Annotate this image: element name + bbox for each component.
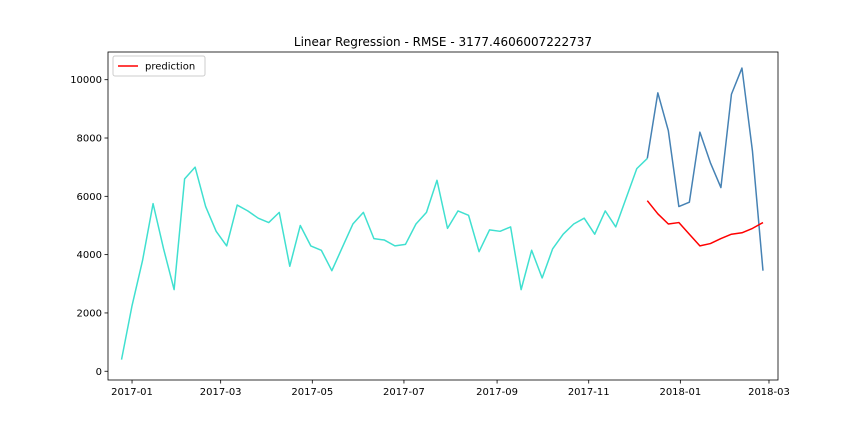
y-axis: 0 2000 4000 6000 8000 10000	[70, 75, 108, 378]
series-layer	[120, 67, 764, 360]
y-tick-label: 8000	[77, 134, 102, 145]
series-line-prediction	[646, 200, 764, 247]
x-tick-label: 2017-01	[111, 387, 153, 398]
x-tick-label: 2017-03	[200, 387, 242, 398]
x-tick-label: 2017-09	[476, 387, 518, 398]
x-axis: 2017-01 2017-03 2017-05 2017-07 2017-09 2017-…	[111, 380, 790, 398]
legend-box	[112, 55, 206, 77]
chart-title: Linear Regression - RMSE - 3177.46060072…	[294, 35, 592, 49]
x-tick-label: 2017-11	[568, 387, 610, 398]
plot-frame	[107, 51, 779, 381]
y-tick-label: 2000	[77, 308, 102, 319]
series-line-2	[646, 67, 764, 271]
y-tick-label: 6000	[77, 192, 102, 203]
x-tick-label: 2018-03	[748, 387, 790, 398]
x-tick-label: 2017-07	[383, 387, 425, 398]
y-tick-label: 10000	[70, 75, 102, 86]
legend-label-prediction: prediction	[145, 62, 195, 73]
series-line-1	[120, 157, 648, 360]
x-tick-label: 2017-05	[291, 387, 333, 398]
x-tick-label: 2018-01	[659, 387, 701, 398]
y-tick-label: 0	[96, 367, 102, 378]
legend: prediction	[112, 55, 206, 77]
y-tick-label: 4000	[77, 250, 102, 261]
plot-area	[108, 52, 778, 380]
